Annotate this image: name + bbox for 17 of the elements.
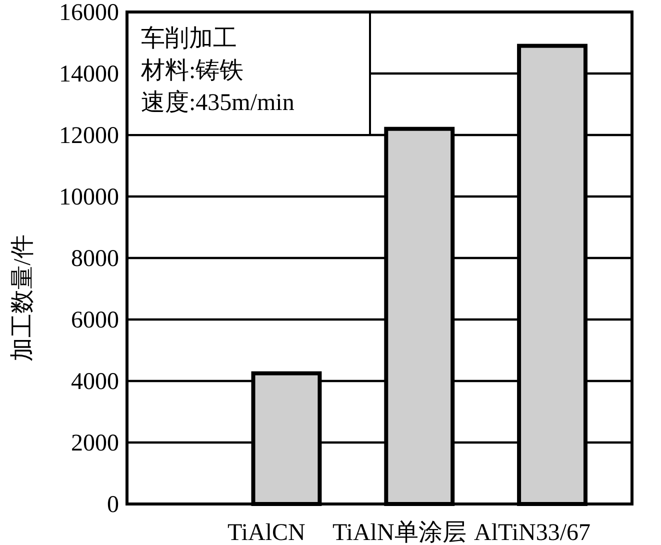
y-tick-label: 2000	[71, 430, 119, 456]
annotation: 速度:435m/min	[141, 89, 294, 116]
x-tick-label: TiAlCN	[228, 520, 306, 545]
annotation: 材料:铸铁	[140, 58, 244, 84]
x-tick-label: AlTiN33/67	[474, 520, 591, 545]
y-tick-label: 8000	[71, 246, 119, 272]
y-tick-label: 6000	[71, 308, 119, 334]
annotation: 车削加工	[141, 25, 237, 52]
y-axis-title: 加工数量/件	[10, 234, 36, 362]
y-tick-label: 10000	[59, 184, 119, 210]
y-tick-label: 16000	[59, 0, 119, 26]
annotation-box: 车削加工 材料:铸铁 速度:435m/min	[126, 11, 371, 136]
y-tick-label: 4000	[71, 369, 119, 395]
y-tick-label: 0	[107, 492, 119, 518]
y-tick-label: 14000	[59, 62, 119, 88]
x-tick-label: TiAlN单涂层	[332, 520, 466, 545]
y-tick-label: 12000	[59, 123, 119, 149]
